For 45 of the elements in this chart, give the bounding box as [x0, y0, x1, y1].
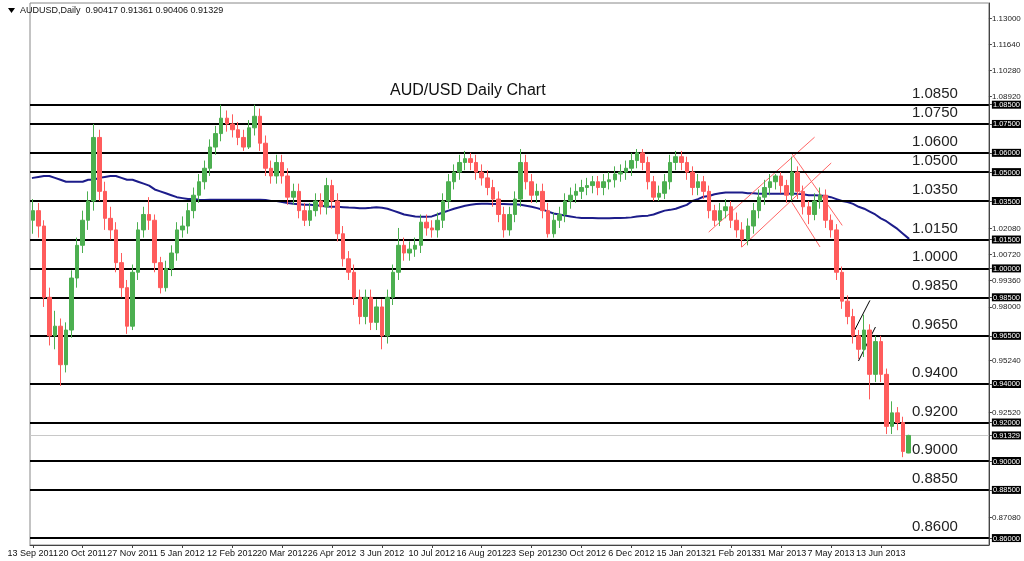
text: AUD/USD Daily Chart	[390, 80, 547, 98]
y-tick-label: 1.13000	[991, 13, 1022, 23]
x-tick-label: 3 Jun 2012	[359, 547, 405, 558]
x-tick-label: 21 Feb 2013	[705, 547, 757, 558]
ref-line-label: 1.0000	[912, 247, 958, 265]
x-tick-label: 20 Oct 2011	[58, 547, 107, 558]
x-tick-label: 10 Jul 2012	[408, 547, 456, 558]
x-tick-label: 13 Sep 2011	[7, 547, 58, 558]
x-tick-label: 30 Oct 2012	[556, 547, 607, 558]
ref-line-label: 0.9850	[912, 276, 958, 294]
y-tick-label: 0.92520	[991, 407, 1022, 417]
ref-line-label: 1.0850	[912, 83, 958, 101]
x-tick-label: 15 Jan 2013	[656, 547, 707, 558]
x-tick-label: 12 Feb 2012	[207, 547, 258, 558]
ref-line-label: 0.8600	[912, 517, 958, 535]
y-tick-label: 0.98000	[991, 302, 1022, 312]
y-tick-label: 0.99360	[991, 276, 1022, 286]
annotation: AUDUSD,Daily 0.90417 0.91361 0.90406 0.91329	[20, 4, 224, 15]
y-tick-label: 0.95240	[991, 355, 1022, 365]
y-tick-label: 1.02080	[991, 223, 1022, 233]
x-tick-label: 6 Dec 2012	[608, 547, 655, 558]
ref-line-label: 1.0500	[912, 151, 958, 169]
ref-line-label: 1.0750	[912, 102, 958, 120]
ref-line-label: 1.0350	[912, 180, 958, 197]
ref-line-label: 0.8850	[912, 468, 958, 486]
y-tick-label: 0.87080	[991, 512, 1022, 522]
y-tick-label: 1.00720	[991, 250, 1022, 260]
ref-line-label: 0.9650	[912, 314, 958, 332]
x-tick-label: 31 Mar 2013	[755, 547, 807, 558]
y-tick-label: 1.08920	[991, 92, 1022, 102]
ref-line-label: 0.9200	[912, 401, 958, 419]
x-tick-label: 23 Sep 2012	[506, 547, 558, 558]
x-tick-label: 13 Jun 2013	[856, 547, 906, 558]
ref-line-label: 0.9000	[912, 440, 958, 458]
x-tick-label: 20 Mar 2012	[256, 547, 308, 558]
x-tick-label: 5 Jan 2012	[160, 547, 205, 558]
y-tick-label: 1.10280	[991, 65, 1022, 75]
x-tick-label: 7 May 2013	[807, 547, 855, 558]
ref-line-label: 1.0600	[912, 131, 958, 149]
x-tick-label: 27 Nov 2011	[107, 547, 158, 558]
x-tick-label: 26 Apr 2012	[307, 547, 357, 558]
ref-line-label: 0.9400	[912, 362, 958, 380]
y-tick-label: 1.11640	[991, 39, 1021, 49]
x-tick-label: 16 Aug 2012	[456, 547, 508, 558]
ref-line-label: 1.0150	[912, 218, 958, 236]
